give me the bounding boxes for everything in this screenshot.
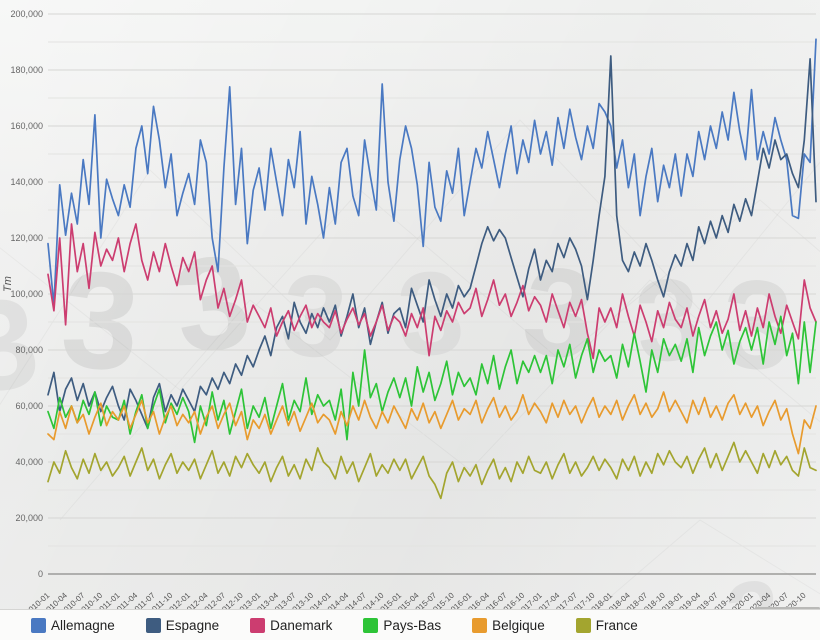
y-tick-label: 100,000 <box>10 289 43 299</box>
y-tick-label: 160,000 <box>10 121 43 131</box>
legend-item-espagne[interactable]: Espagne <box>145 617 220 633</box>
legend-item-pays-bas[interactable]: Pays-Bas <box>363 617 442 633</box>
y-tick-label: 0 <box>38 569 43 579</box>
series-line-allemagne[interactable] <box>47 38 817 307</box>
gridlines-group <box>48 13 816 547</box>
series-line-danemark[interactable] <box>47 223 817 360</box>
series-line-france[interactable] <box>47 441 817 500</box>
series-line-pays-bas[interactable] <box>47 315 817 444</box>
legend-swatch-icon <box>472 617 488 633</box>
legend-item-france[interactable]: France <box>575 617 638 633</box>
y-tick-label: 40,000 <box>15 457 43 467</box>
x-axis-labels: 2010-012010-042010-072010-102011-012011-… <box>23 590 808 609</box>
legend-swatch-icon <box>363 617 379 633</box>
legend-label: Pays-Bas <box>383 617 442 633</box>
legend-swatch-icon <box>145 617 161 633</box>
legend-swatch-icon <box>31 617 46 633</box>
legend-label: France <box>595 617 638 633</box>
legend: Allemagne Espagne Danemark Pays-Bas Belgique… <box>0 609 820 640</box>
legend-label: Espagne <box>165 617 220 633</box>
y-axis-labels: 0 20,000 40,000 60,000 80,000 100,000 120,000 1… <box>10 9 43 579</box>
series-lines-group <box>47 38 817 500</box>
y-tick-label: 180,000 <box>10 65 43 75</box>
chart-canvas[interactable]: 0 20,000 40,000 60,000 80,000 100,000 120,000 1… <box>0 0 820 609</box>
legend-swatch-icon <box>250 617 266 633</box>
legend-item-danemark[interactable]: Danemark <box>250 617 333 633</box>
legend-item-belgique[interactable]: Belgique <box>472 617 545 633</box>
legend-label: Allemagne <box>51 617 115 633</box>
legend-swatch-icon <box>575 617 591 633</box>
y-tick-label: 120,000 <box>10 233 43 243</box>
y-tick-label: 80,000 <box>15 345 43 355</box>
legend-item-allemagne[interactable]: Allemagne <box>31 617 115 633</box>
series-line-espagne[interactable] <box>47 55 817 430</box>
legend-label: Danemark <box>270 617 333 633</box>
legend-label: Belgique <box>492 617 545 633</box>
y-tick-label: 140,000 <box>10 177 43 187</box>
series-line-belgique[interactable] <box>47 391 817 455</box>
y-tick-label: 200,000 <box>10 9 43 19</box>
y-axis-title: Tm <box>2 276 14 292</box>
h-scrollbar-thumb[interactable] <box>756 607 820 610</box>
y-tick-label: 60,000 <box>15 401 43 411</box>
y-tick-label: 20,000 <box>15 513 43 523</box>
